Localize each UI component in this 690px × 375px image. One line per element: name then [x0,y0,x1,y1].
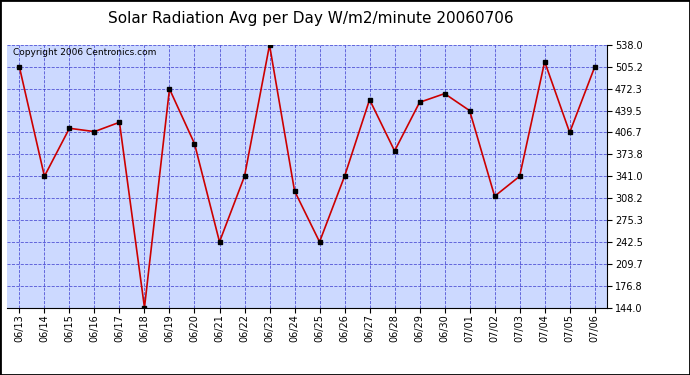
Text: Copyright 2006 Centronics.com: Copyright 2006 Centronics.com [13,48,156,57]
Text: Solar Radiation Avg per Day W/m2/minute 20060706: Solar Radiation Avg per Day W/m2/minute … [108,11,513,26]
